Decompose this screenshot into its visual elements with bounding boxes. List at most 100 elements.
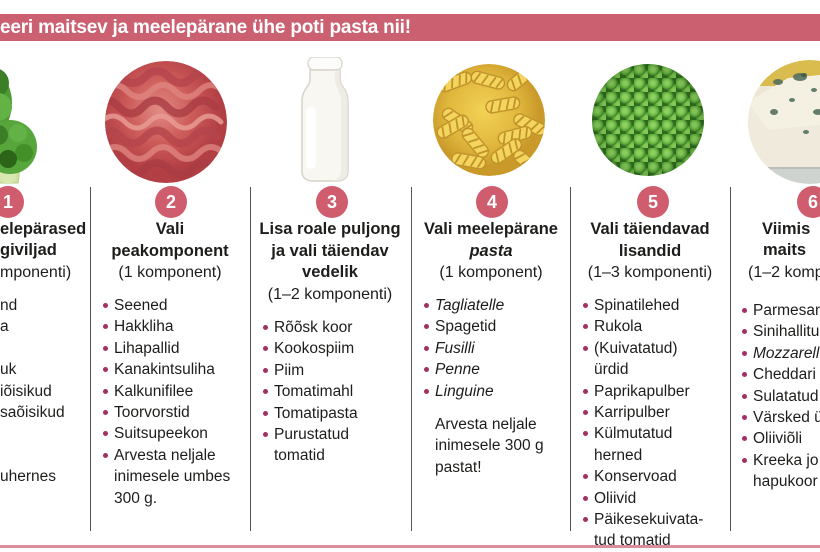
ingredient-label: Oliiviõli — [753, 430, 803, 448]
bullet-dot — [742, 457, 747, 463]
bullet-dot — [742, 308, 747, 313]
fusilli-pasta-illustration — [433, 64, 545, 176]
step5-ingredient-list: Spinatilehed Rukola (Kuivatatud) ürdid Papr… — [583, 295, 736, 552]
step2-ingredient-list: Seened Hakkliha Lihapallid Kanakintsuliha Ka… — [103, 295, 256, 509]
blue-cheese-image — [748, 60, 820, 184]
list-item: Rukola — [583, 316, 736, 337]
list-item: a — [0, 316, 142, 337]
step6-ingredient-list: Parmesan Sinihallitu Mozzarell Cheddari Sula… — [742, 300, 820, 493]
heading-line: Vali meelepärane — [424, 220, 558, 238]
ingredient-label: Oliivid — [594, 489, 637, 507]
list-item: Kookospiim — [263, 338, 416, 359]
bullet-dot — [583, 388, 588, 394]
ingredient-label: Toorvorstid — [114, 404, 190, 422]
list-item: Kalkunifilee — [103, 381, 256, 402]
list-item: Linguine — [424, 381, 577, 402]
bullet-dot — [103, 345, 108, 351]
column-divider — [411, 187, 412, 531]
ingredient-label: uhernes — [0, 468, 57, 486]
step2-heading: Vali peakomponent (1 komponent) — [90, 219, 250, 284]
bullet-dot — [103, 452, 108, 458]
ingredient-label: (Kuivatatud) ürdid — [594, 339, 678, 379]
step-number-badge: 4 — [476, 186, 508, 218]
ingredient-label: Paprikapulber — [594, 382, 690, 400]
ingredient-label: a — [0, 318, 9, 336]
bullet-dot — [263, 389, 268, 395]
ingredient-label: Sinihallitu — [753, 323, 820, 341]
ingredient-label: Fusilli — [435, 339, 475, 357]
step4-ingredient-list: Tagliatelle Spagetid Fusilli Penne Linguine — [424, 295, 577, 402]
list-item: Spinatilehed — [583, 295, 736, 316]
ingredient-label: Rukola — [594, 318, 643, 336]
step6-subheading-fragment: (1–2 komp — [748, 264, 820, 281]
list-item: uk — [0, 359, 142, 380]
bullet-dot — [742, 372, 747, 378]
bullet-dot — [583, 474, 588, 480]
list-item: Mozzarell — [742, 343, 820, 364]
ingredient-label: Lihapallid — [114, 339, 180, 357]
ingredient-label: Seened — [114, 297, 168, 314]
bullet-dot — [103, 367, 108, 373]
header-bar: eeri maitsev ja meelepärane ühe poti pas… — [0, 14, 820, 41]
ingredient-label: Külmutatud herned — [594, 425, 673, 464]
bullet-dot — [424, 345, 429, 351]
ingredient-label: Arvesta neljale inimesele umbes 300 g. — [114, 446, 231, 507]
step-number-badge: 6 — [797, 186, 820, 218]
list-item: nd — [0, 295, 142, 316]
ingredient-label: Kalkunifilee — [114, 382, 194, 400]
ingredient-label: Kanakintsuliha — [114, 361, 215, 379]
bottom-accent-line — [0, 545, 820, 548]
ingredient-label: Tomatipasta — [274, 404, 358, 422]
list-item: Suitsupeekon — [103, 423, 256, 444]
bullet-dot — [263, 346, 268, 352]
bullet-dot — [742, 393, 747, 399]
blue-cheese-illustration — [748, 60, 820, 184]
bullet-dot — [424, 303, 429, 308]
list-item: Tagliatelle — [424, 295, 577, 316]
ingredient-label: Cheddari — [753, 366, 816, 384]
ingredient-label: Mozzarell — [753, 344, 820, 362]
list-item: Sinihallitu — [742, 321, 820, 342]
bullet-dot — [263, 432, 268, 438]
column-divider — [90, 187, 91, 531]
list-item: Penne — [424, 359, 577, 380]
bullet-dot — [742, 415, 747, 421]
bullet-dot — [742, 329, 747, 335]
list-item: Fusilli — [424, 338, 577, 359]
bullet-dot — [742, 436, 747, 442]
step-number-badge: 1 — [0, 186, 24, 218]
ingredient-label: Värsked ü — [753, 409, 820, 427]
heading-line: ja vali täiendav — [271, 241, 389, 260]
list-item: Tomatimahl — [263, 381, 416, 402]
bullet-dot — [263, 325, 268, 330]
ingredient-label: Tagliatelle — [435, 297, 505, 314]
list-item: (Kuivatatud) ürdid — [583, 338, 736, 381]
ingredient-label: Spagetid — [435, 318, 497, 336]
bullet-dot — [424, 388, 429, 394]
ingredient-label: nd — [0, 297, 18, 314]
step3-ingredient-list: Rõõsk koor Kookospiim Piim Tomatimahl Tomati… — [263, 317, 416, 467]
ingredient-label: saõisikud — [0, 404, 65, 422]
list-item: Paprikapulber — [583, 381, 736, 402]
component-count: (1 komponent) — [439, 264, 543, 281]
list-item: Arvesta neljale inimesele umbes 300 g. — [103, 445, 256, 509]
ingredient-label: Parmesan — [753, 302, 820, 319]
ingredient-label: Spinatilehed — [594, 297, 680, 314]
heading-line: vedelik — [302, 263, 358, 281]
bullet-dot — [103, 431, 108, 437]
ingredient-label: Purustatud tomatid — [274, 426, 349, 465]
step1-heading-fragment: giviljad — [0, 241, 57, 259]
component-count: (1–3 komponenti) — [587, 264, 713, 281]
ingredient-label: Päikesekuivata- tud tomatid — [594, 511, 704, 550]
bullet-dot — [583, 517, 588, 523]
milk-bottle-image — [297, 56, 353, 183]
list-item: Hakkliha — [103, 316, 256, 337]
ingredient-label: iõisikud — [0, 382, 52, 400]
bullet-dot — [103, 303, 108, 308]
fusilli-pasta-image — [433, 64, 545, 176]
list-item: Värsked ü — [742, 407, 820, 428]
list-item: Kreeka jo hapukoor — [742, 450, 820, 493]
broccoli-image — [0, 55, 80, 185]
bullet-dot — [103, 388, 108, 394]
list-item: uhernes — [0, 466, 142, 487]
